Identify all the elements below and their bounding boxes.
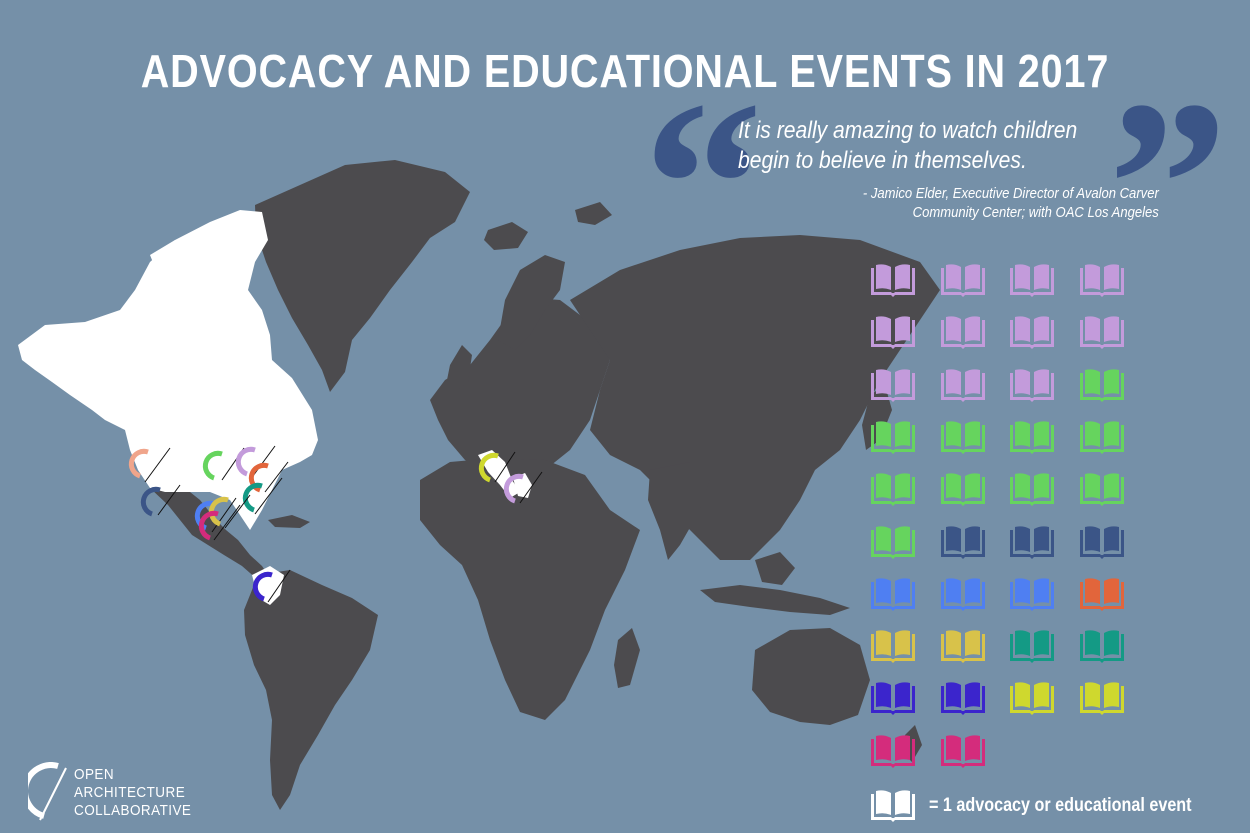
south-america-land: [244, 570, 378, 810]
marker-san-diego: [140, 484, 181, 517]
logo-wordmark: OPEN ARCHITECTURE COLLABORATIVE: [74, 766, 191, 820]
event-book-icon: [1010, 264, 1054, 297]
event-book-icon: [871, 735, 915, 768]
oac-logo: OPEN ARCHITECTURE COLLABORATIVE: [28, 762, 228, 826]
event-book-icon: [1079, 525, 1124, 559]
iceland-land: [484, 222, 528, 250]
event-book-icon: [1010, 630, 1054, 664]
logo-line-3: COLLABORATIVE: [74, 802, 192, 819]
marker-greece: [503, 471, 543, 504]
madagascar-land: [614, 628, 640, 688]
event-book-icon: [871, 525, 915, 559]
event-book-icon: [940, 264, 985, 297]
marker-new-orleans: [208, 494, 251, 529]
scandinavia-land: [498, 255, 565, 350]
marker-colombia: [252, 569, 291, 603]
event-book-icon: [1010, 368, 1054, 402]
mexico-central-america-land: [150, 488, 270, 580]
event-book-icon: [940, 630, 985, 664]
uk-land: [447, 345, 472, 392]
quote-attribution: - Jamico Elder, Executive Director of Av…: [863, 185, 1159, 223]
legend-label: = 1 advocacy or educational event: [929, 795, 1192, 816]
event-book-icon: [1079, 316, 1124, 350]
quote-line-1: It is really amazing to watch children: [738, 117, 1078, 144]
event-book-icon: [871, 578, 915, 611]
event-book-icon: [940, 682, 985, 716]
event-book-icon: [940, 368, 985, 402]
logo-line-1: OPEN: [74, 766, 115, 783]
event-book-icon: [1079, 682, 1124, 716]
caribbean-land: [268, 515, 310, 528]
event-book-icon: [1010, 578, 1054, 611]
event-book-icon: [1010, 473, 1054, 507]
event-book-icon: [871, 264, 915, 297]
open-quote-icon: “: [643, 51, 763, 317]
italy-highlight: [478, 450, 520, 498]
event-book-icon: [1079, 473, 1124, 507]
marker-los-angeles: [128, 447, 171, 483]
quote-text: It is really amazing to watch children b…: [738, 116, 1077, 176]
chapter-markers: [128, 445, 543, 603]
event-book-icon: [1010, 682, 1054, 716]
event-book-icon: [940, 578, 985, 611]
marker-italy: [478, 451, 516, 483]
attribution-line-1: - Jamico Elder, Executive Director of Av…: [863, 186, 1159, 202]
marker-austin: [198, 504, 241, 541]
event-book-icon: [1079, 578, 1124, 611]
indonesia-land: [700, 585, 850, 615]
oac-logo-icon: [28, 762, 67, 821]
event-book-icon: [1010, 421, 1054, 454]
event-book-icon: [940, 421, 985, 454]
open-book-icon: [871, 790, 915, 822]
greece-highlight: [513, 473, 532, 498]
event-book-icon: [871, 682, 915, 716]
event-book-icon: [940, 735, 985, 768]
event-book-icon: [940, 316, 985, 350]
borneo-land: [755, 552, 795, 585]
event-book-icon: [940, 473, 985, 507]
svalbard-land: [575, 202, 612, 225]
event-book-icon: [871, 316, 915, 350]
legend: = 1 advocacy or educational event: [869, 788, 1238, 824]
quote-line-2: begin to believe in themselves.: [738, 147, 1027, 174]
arctic-islands-highlight: [150, 240, 195, 280]
page-title: ADVOCACY AND EDUCATIONAL EVENTS IN 2017: [140, 45, 1110, 97]
europe-land: [430, 298, 610, 482]
logo-line-2: ARCHITECTURE: [74, 784, 186, 801]
event-book-icon: [871, 630, 915, 664]
event-book-icon: [1079, 630, 1124, 664]
greenland-land: [255, 160, 470, 392]
event-book-icon: [1079, 421, 1124, 454]
event-book-icon: [1010, 316, 1054, 350]
marker-raleigh: [242, 477, 283, 515]
africa-land: [420, 458, 640, 720]
event-book-icon: [1079, 264, 1124, 297]
australia-land: [752, 628, 870, 725]
india-land: [648, 462, 710, 560]
japan-land: [862, 385, 892, 450]
event-book-icon: [871, 473, 915, 507]
event-book-icon: [871, 368, 915, 402]
event-book-icon: [940, 525, 985, 559]
event-book-icon: [1079, 368, 1124, 402]
attribution-line-2: Community Center; with OAC Los Angeles: [912, 205, 1159, 221]
close-quote-icon: ”: [1108, 51, 1228, 317]
event-book-icon: [871, 421, 915, 454]
event-book-icon: [1010, 525, 1054, 559]
